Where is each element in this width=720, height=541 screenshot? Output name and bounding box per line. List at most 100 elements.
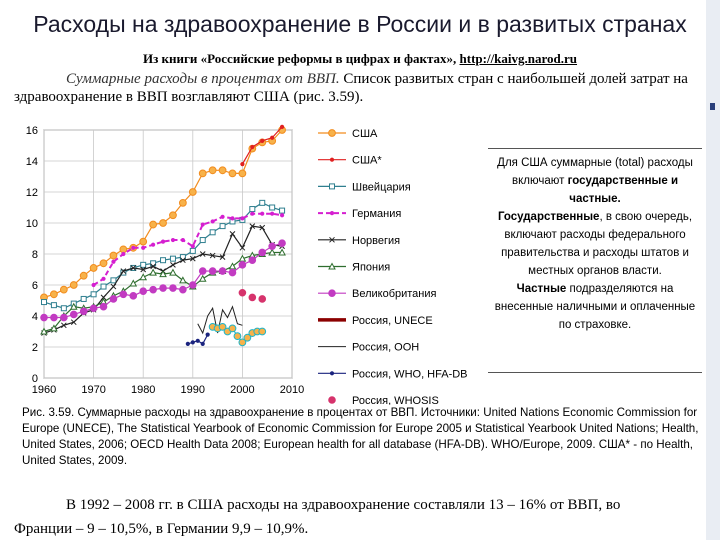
legend-marker [328,262,336,270]
series-2-point [189,247,196,254]
note-box: Для США суммарные (total) расходы включа… [488,148,702,373]
note-p2-bold: Государственные [497,211,600,223]
series-6-point [238,261,247,269]
y-tick-label: 4 [32,311,38,323]
series-4-point [259,224,266,231]
series-5-point [69,302,78,310]
slide-title: Расходы на здравоохранение в России и в … [33,11,687,37]
series-10-point [258,295,267,303]
series-3-point [270,211,275,216]
series-2-point [120,269,127,276]
series-2-point [60,305,67,312]
bottom-paragraph: В 1992 – 2008 гг. в США расходы на здрав… [14,493,720,541]
series-2-point [41,299,47,306]
series-11-point [218,322,227,331]
note-para-3: Частные подразделяются на внесенные нали… [488,280,702,334]
legend-marker [329,371,335,376]
series-0-point [218,166,227,175]
series-5-point [268,248,277,256]
series-1-point [279,124,285,129]
series-3-point [250,211,255,216]
series-1-point [270,135,275,140]
x-tick-label: 1970 [81,384,105,396]
series-0-point [238,169,247,178]
series-6-point [129,292,138,300]
series-3-point [230,216,235,221]
series-1-point [240,162,245,167]
y-tick-label: 12 [26,187,38,199]
series-5-point [179,276,187,284]
legend-label: США [352,128,378,140]
series-3-point [160,239,166,244]
series-6-point [89,304,98,313]
y-tick-label: 6 [32,280,38,292]
series-6-point [50,313,58,322]
series-0-point [188,188,197,196]
legend-label: Германия [352,208,401,220]
series-2-point [80,295,87,302]
series-4-point [209,252,216,259]
source-link[interactable]: http://kaivg.narod.ru [459,51,578,66]
series-5-point [50,324,58,332]
series-9-point [190,340,195,345]
legend-label: Россия, WHOSIS [352,395,439,405]
series-0-point [228,169,237,178]
series-2-point [169,255,176,262]
note-p2-text: , в свою очередь, включают расходы федер… [501,211,693,277]
series-6-point [268,242,276,251]
series-4-point [229,230,236,237]
series-3-point [180,237,185,243]
chart-svg: 0 2 4 6 8 10 12 14 16 1960 1970 1980 1990 2000 2010 США… [26,124,468,407]
series-6-point [139,287,147,295]
series-5-point [198,274,207,282]
legend-label: Великобритания [352,288,437,300]
legend-label: Япония [352,262,390,274]
intro-italic: Суммарные расходы в процентах от ВВП. [66,71,340,87]
series-0-point [208,166,217,175]
series-6-point [79,307,88,316]
y-tick-label: 0 [32,373,38,385]
bottom-line-2: Франции – 9 – 10,5%, в Германии 9,9 – 10… [14,521,309,537]
legend-marker [329,236,335,243]
series-11-point [238,338,247,347]
legend-marker [329,211,335,216]
series-6-point [218,267,227,275]
series-0-point [89,264,98,272]
series-5-point [129,279,138,287]
series-2-point [160,257,167,264]
series-6-point [179,285,187,294]
series-5-point [40,327,48,335]
legend-marker [329,183,335,190]
series-2-point [90,291,97,298]
series-2-point [140,261,147,268]
series-4-point [219,254,226,260]
series-0-point [69,281,78,289]
series-0-point [139,237,148,246]
legend-label: Швейцария [352,181,411,193]
series-4-point [249,223,256,229]
note-p1-text: Для США суммарные (total) расходы включа… [497,157,693,187]
series-3-point [190,244,195,249]
legend-label: Норвегия [352,235,400,247]
series-2-point [249,206,256,213]
series-0-point [119,245,128,254]
series-4-point [130,265,137,271]
series-3-point [111,259,116,264]
series-3-point [151,242,156,247]
y-tick-label: 2 [32,342,38,354]
legend-label: США* [352,155,382,167]
slide-accent-mark [710,103,715,110]
x-tick-label: 1980 [131,384,155,396]
series-6-point [228,268,237,277]
series-6-point [189,281,197,289]
series-6-point [99,302,108,311]
y-tick-label: 8 [32,249,38,261]
series-5-point [149,268,157,276]
series-0-point [198,169,207,178]
series-4-point [60,322,67,329]
note-p3-text: подразделяются на внесенные наличными и … [494,283,696,331]
series-2-point [269,204,276,211]
series-6-point [278,239,286,247]
series-6-point [258,248,267,257]
x-tick-label: 1990 [181,384,205,396]
